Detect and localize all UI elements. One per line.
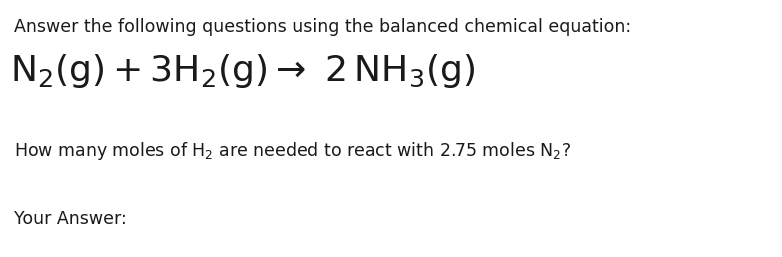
Text: How many moles of $\mathsf{H_2}$ are needed to react with 2.75 moles $\mathsf{N_: How many moles of $\mathsf{H_2}$ are nee… [14,140,571,162]
Text: Answer the following questions using the balanced chemical equation:: Answer the following questions using the… [14,18,631,36]
Text: $\mathsf{N_2(g) + 3H_2(g) \rightarrow \ 2\,NH_3(g)}$: $\mathsf{N_2(g) + 3H_2(g) \rightarrow \ … [10,52,475,90]
Text: Your Answer:: Your Answer: [14,210,127,228]
